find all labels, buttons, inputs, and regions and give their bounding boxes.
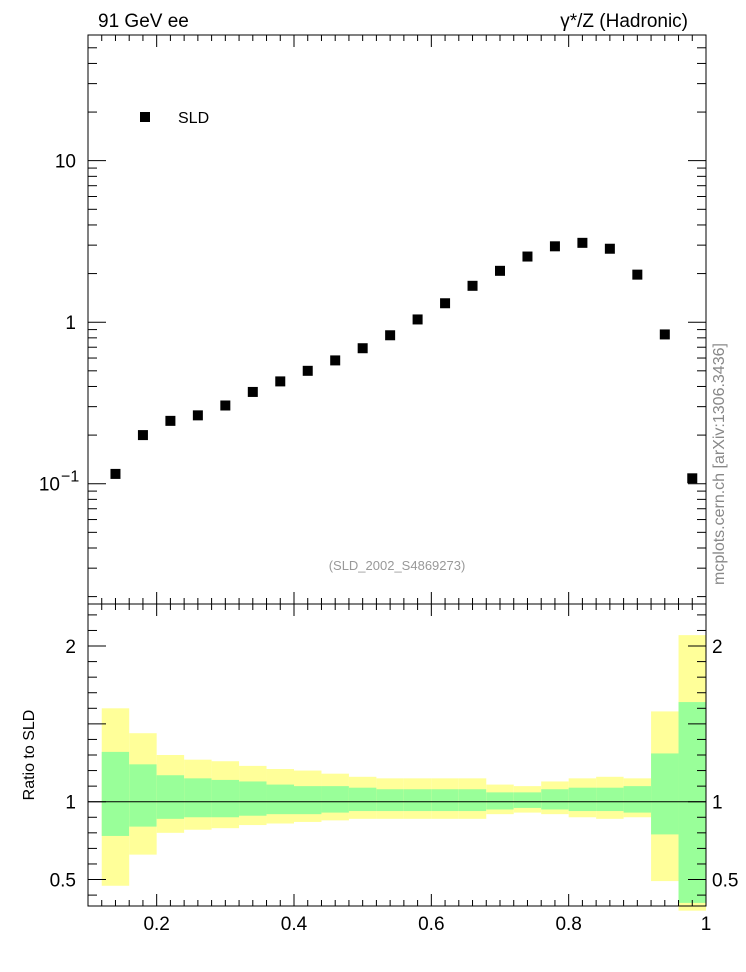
data-point — [577, 237, 588, 248]
legend: SLD — [140, 110, 209, 127]
inner-band-bin — [513, 792, 542, 808]
data-point — [604, 243, 615, 254]
data-point — [467, 280, 478, 291]
ratio-axis-label: Ratio to SLD — [21, 710, 38, 801]
data-point — [412, 314, 423, 325]
inner-band-bin — [431, 789, 459, 812]
inner-band-bin — [486, 792, 514, 810]
source-side-label: mcplots.cern.ch [arXiv:1306.3436] — [711, 343, 728, 585]
lower-axis-ticks — [87, 603, 707, 907]
sld-data-points — [110, 237, 698, 484]
inner-band-bin — [403, 789, 432, 812]
inner-band-bin — [129, 764, 157, 827]
data-point — [220, 400, 231, 411]
inner-band-bin — [294, 786, 322, 815]
y-tick-label-right: 2 — [712, 637, 723, 658]
y-tick-label: 10 — [39, 475, 60, 496]
inner-band-bin — [678, 702, 706, 903]
inner-band-bin — [156, 775, 185, 819]
data-point — [522, 251, 533, 262]
legend-label-sld: SLD — [178, 110, 209, 127]
data-point — [110, 468, 121, 479]
y-tick-exponent: −1 — [61, 469, 79, 486]
x-tick-label: 0.4 — [281, 914, 308, 935]
x-tick-labels: 0.2 0.4 0.6 0.8 1 — [143, 914, 711, 935]
inner-band-bin — [568, 787, 597, 812]
data-point — [549, 241, 560, 252]
upper-axis-ticks — [87, 34, 707, 604]
lower-y-tick-labels: 0.5 0.5 1 1 2 2 — [50, 637, 739, 892]
y-tick-label: 2 — [65, 637, 76, 658]
data-point — [440, 298, 451, 309]
inner-band-bin — [348, 787, 377, 812]
legend-marker-sld — [140, 112, 150, 122]
x-tick-label: 0.2 — [143, 914, 169, 935]
data-point — [165, 415, 176, 426]
data-point — [330, 355, 341, 366]
data-point — [687, 473, 698, 484]
reference-label: (SLD_2002_S4869273) — [329, 558, 466, 573]
inner-band-bin — [266, 784, 294, 815]
inner-band-bin — [651, 753, 679, 835]
data-point — [247, 386, 258, 397]
inner-band-bin — [211, 779, 240, 818]
data-point — [137, 430, 148, 441]
ratio-uncertainty-bands — [88, 635, 706, 911]
inner-band-bin — [101, 751, 130, 836]
y-tick-label-right: 0.5 — [712, 871, 738, 892]
data-point — [632, 269, 643, 280]
inner-band-bin — [376, 789, 404, 812]
y-tick-label-right: 1 — [712, 793, 723, 814]
inner-band-bin — [623, 786, 652, 813]
inner-band-bin — [321, 786, 349, 813]
data-point — [192, 410, 203, 421]
header-right-label: γ*/Z (Hadronic) — [560, 11, 688, 32]
y-tick-label: 1 — [65, 313, 76, 334]
y-tick-label: 1 — [65, 793, 76, 814]
data-point — [385, 330, 396, 341]
data-point — [495, 265, 505, 276]
inner-band-bin — [239, 781, 267, 816]
inner-band-bin — [596, 787, 624, 812]
y-tick-label: 10 — [55, 152, 76, 173]
x-tick-label: 1 — [701, 914, 712, 935]
inner-band-bin — [458, 789, 487, 812]
data-point — [357, 343, 368, 354]
data-point — [302, 365, 313, 376]
data-point — [275, 376, 286, 387]
x-tick-label: 0.6 — [418, 914, 444, 935]
inner-band-bin — [184, 778, 212, 818]
data-point — [659, 329, 670, 340]
y-tick-label: 0.5 — [50, 871, 76, 892]
header-left-label: 91 GeV ee — [98, 11, 189, 32]
inner-band-bin — [541, 789, 569, 810]
x-tick-label: 0.8 — [555, 914, 581, 935]
